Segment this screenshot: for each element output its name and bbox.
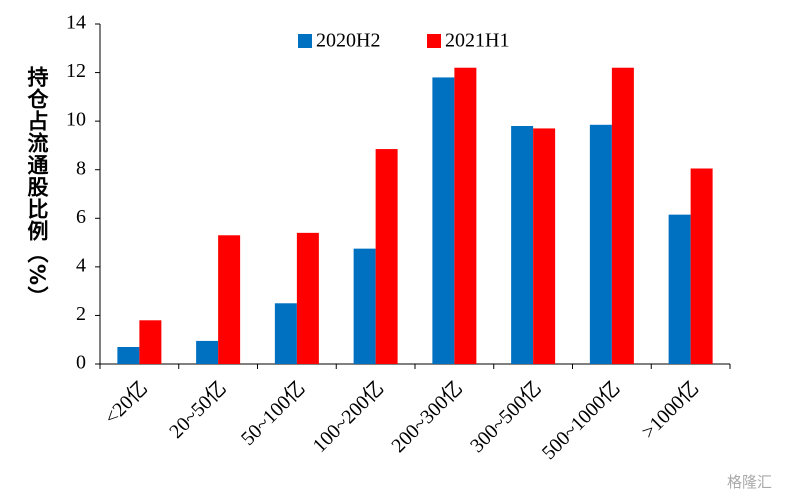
legend-swatch — [298, 34, 312, 48]
bar — [274, 303, 297, 364]
bar — [432, 77, 455, 364]
watermark: 格隆汇 — [726, 473, 772, 491]
y-tick-label: 4 — [76, 254, 86, 276]
bar — [375, 149, 398, 364]
y-tick-label: 0 — [76, 352, 86, 374]
y-axis-label: 持仓占流通股比例（%） — [25, 66, 49, 309]
bar — [296, 232, 319, 364]
y-tick-label: 14 — [66, 12, 86, 34]
x-tick-label: >1000亿 — [637, 377, 704, 444]
x-tick-label: 200~300亿 — [387, 377, 467, 457]
y-tick-label: 2 — [76, 303, 86, 325]
y-tick-label: 8 — [76, 157, 86, 179]
bar — [589, 124, 612, 365]
bar — [196, 340, 219, 364]
bar — [533, 128, 556, 364]
x-tick-label: <20亿 — [100, 377, 153, 430]
x-tick-label: 50~100亿 — [236, 377, 309, 450]
legend-swatch — [427, 34, 441, 48]
bar — [117, 347, 140, 364]
bar — [454, 67, 477, 364]
x-tick-label: 100~200亿 — [308, 377, 388, 457]
legend-label: 2020H2 — [316, 30, 380, 52]
y-tick-label: 6 — [76, 206, 86, 228]
bar — [139, 320, 162, 364]
bar — [353, 248, 376, 364]
bar — [511, 126, 534, 364]
bar — [690, 168, 713, 364]
bar — [218, 235, 241, 364]
y-tick-label: 10 — [66, 109, 86, 131]
bar — [668, 214, 691, 364]
legend-label: 2021H1 — [445, 30, 509, 52]
x-tick-label: 20~50亿 — [165, 377, 231, 443]
x-tick-label: 300~500亿 — [465, 377, 545, 457]
x-tick-label: 500~1000亿 — [537, 377, 625, 465]
y-tick-label: 12 — [66, 60, 86, 82]
bar — [611, 67, 634, 364]
